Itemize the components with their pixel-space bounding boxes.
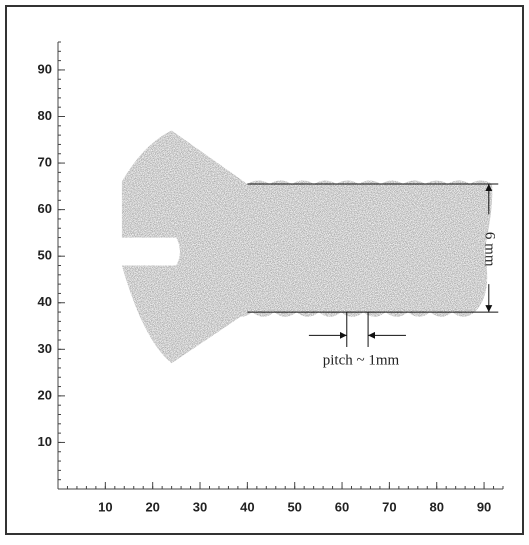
x-tick-label: 10 bbox=[98, 499, 112, 514]
x-tick-label: 30 bbox=[193, 499, 207, 514]
y-tick-label: 60 bbox=[38, 201, 52, 216]
screw-image bbox=[122, 130, 492, 363]
y-tick-label: 40 bbox=[38, 294, 52, 309]
x-tick-label: 40 bbox=[240, 499, 254, 514]
x-tick-label: 50 bbox=[287, 499, 301, 514]
y-tick-label: 70 bbox=[38, 155, 52, 170]
y-tick-label: 10 bbox=[38, 434, 52, 449]
annotation: pitch ~ 1mm bbox=[323, 352, 400, 368]
y-tick-label: 80 bbox=[38, 108, 52, 123]
y-tick-label: 90 bbox=[38, 61, 52, 76]
y-tick-label: 30 bbox=[38, 341, 52, 356]
screw bbox=[122, 130, 492, 363]
y-tick-label: 50 bbox=[38, 248, 52, 263]
y-tick-label: 20 bbox=[38, 387, 52, 402]
x-tick-label: 60 bbox=[335, 499, 349, 514]
x-tick-label: 80 bbox=[429, 499, 443, 514]
x-tick-label: 20 bbox=[145, 499, 159, 514]
chart: 10 20 30 40 50 60 70 80 90 10 20 30 40 50 60 70 80 90 6 m… bbox=[0, 0, 529, 540]
x-tick-label: 90 bbox=[477, 499, 491, 514]
annotation: 6 mm bbox=[481, 232, 497, 267]
x-tick-label: 70 bbox=[382, 499, 396, 514]
